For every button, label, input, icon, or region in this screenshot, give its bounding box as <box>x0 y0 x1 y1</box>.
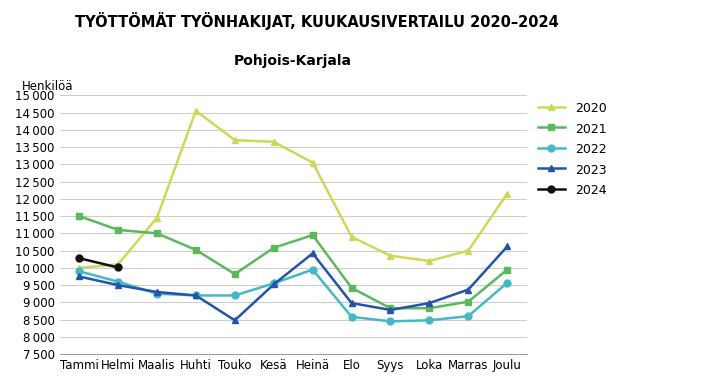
2020 <box>153 216 161 220</box>
2020 <box>230 138 239 142</box>
2022 <box>269 281 278 286</box>
2020 <box>192 108 200 113</box>
Text: Henkilöä: Henkilöä <box>22 80 73 92</box>
2023 <box>269 282 278 287</box>
2023 <box>153 290 161 295</box>
2020 <box>464 248 472 253</box>
2024 <box>114 265 122 270</box>
2020 <box>114 262 122 267</box>
2022 <box>347 315 356 319</box>
2021 <box>464 300 472 304</box>
2021 <box>114 228 122 232</box>
2021 <box>425 306 433 310</box>
2023 <box>425 301 433 305</box>
Line: 2021: 2021 <box>76 212 510 312</box>
2023 <box>75 274 84 279</box>
2022 <box>425 318 433 323</box>
2021 <box>269 245 278 250</box>
2022 <box>503 280 512 285</box>
2020 <box>347 235 356 239</box>
2023 <box>230 318 239 323</box>
2020 <box>386 253 395 258</box>
Line: 2022: 2022 <box>76 266 510 325</box>
2023 <box>114 283 122 288</box>
Title: Pohjois-Karjala: Pohjois-Karjala <box>234 54 352 68</box>
2022 <box>192 293 200 298</box>
2020 <box>269 140 278 144</box>
2020 <box>425 259 433 263</box>
2022 <box>75 269 84 274</box>
2021 <box>503 267 512 272</box>
2022 <box>464 314 472 319</box>
2021 <box>75 214 84 218</box>
2022 <box>386 319 395 324</box>
2023 <box>192 293 200 298</box>
2021 <box>230 272 239 276</box>
2021 <box>347 286 356 290</box>
2023 <box>386 308 395 312</box>
2021 <box>308 233 317 237</box>
2022 <box>114 279 122 284</box>
2024 <box>75 256 84 260</box>
2020 <box>75 265 84 270</box>
Text: TYÖTTÖMÄT TYÖNHAKIJAT, KUUKAUSIVERTAILU 2020–2024: TYÖTTÖMÄT TYÖNHAKIJAT, KUUKAUSIVERTAILU … <box>75 12 559 30</box>
2022 <box>153 291 161 296</box>
2021 <box>153 231 161 236</box>
2022 <box>230 293 239 298</box>
2023 <box>308 251 317 256</box>
2023 <box>503 244 512 249</box>
2021 <box>386 306 395 310</box>
Line: 2020: 2020 <box>76 107 510 271</box>
2023 <box>347 301 356 305</box>
2022 <box>308 267 317 272</box>
2021 <box>192 248 200 252</box>
Line: 2023: 2023 <box>76 243 510 324</box>
2020 <box>308 160 317 165</box>
2020 <box>503 191 512 196</box>
Legend: 2020, 2021, 2022, 2023, 2024: 2020, 2021, 2022, 2023, 2024 <box>538 101 607 197</box>
2023 <box>464 287 472 292</box>
Line: 2024: 2024 <box>76 255 122 271</box>
